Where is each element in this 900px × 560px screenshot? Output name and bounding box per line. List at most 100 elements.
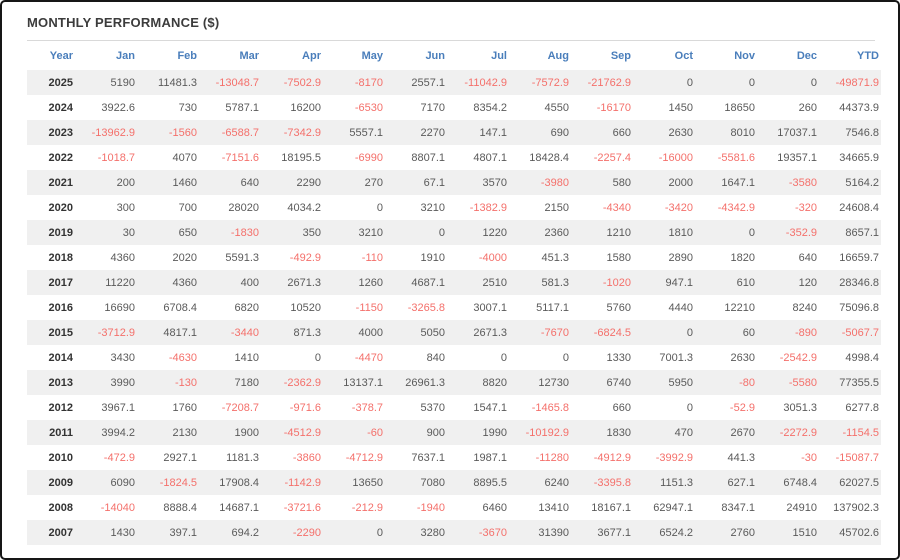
table-cell-sep: 5760: [606, 301, 631, 314]
table-cell-may: -212.9: [351, 501, 383, 514]
column-header-apr[interactable]: Apr: [302, 49, 321, 62]
column-header-mar[interactable]: Mar: [239, 49, 259, 62]
table-cell-jun: 5050: [420, 326, 445, 339]
column-header-may[interactable]: May: [361, 49, 383, 62]
table-cell-dec: -890: [794, 326, 817, 339]
table-cell-apr: 18195.5: [281, 151, 321, 164]
table-cell-mar: 7180: [234, 376, 259, 389]
table-cell-jul: 2671.3: [473, 326, 507, 339]
year-cell: 2020: [48, 201, 73, 214]
table-row-2008: 2008 -14040 8888.4 14687.1 -3721.6 -212.9 -194…: [27, 495, 881, 520]
column-header-dec[interactable]: Dec: [796, 49, 817, 62]
table-cell-nov: 627.1: [727, 476, 755, 489]
table-cell-may: -4712.9: [345, 451, 383, 464]
table-cell-oct: -3992.9: [655, 451, 693, 464]
table-cell-jan: 11220: [105, 276, 135, 289]
table-cell-feb: 4070: [172, 151, 197, 164]
table-cell-may: 5557.1: [349, 126, 383, 139]
table-cell-feb: 650: [178, 226, 197, 239]
table-cell-nov: 2760: [730, 526, 755, 539]
table-cell-ytd: 16659.7: [839, 251, 879, 264]
table-cell-mar: -1830: [230, 226, 259, 239]
table-row-2024: 2024 3922.6 730 5787.1 16200 -6530 7170 8354.2 4…: [27, 95, 881, 120]
table-cell-jan: 30: [122, 226, 135, 239]
table-cell-aug: 4550: [544, 101, 569, 114]
table-cell-dec: -3580: [788, 176, 817, 189]
year-cell: 2009: [48, 476, 73, 489]
table-cell-jan: 3922.6: [101, 101, 135, 114]
table-cell-feb: -130: [174, 376, 197, 389]
table-cell-apr: -4512.9: [283, 426, 321, 439]
table-cell-mar: 640: [240, 176, 259, 189]
table-cell-jan: 3994.2: [101, 426, 135, 439]
table-cell-mar: 5591.3: [225, 251, 259, 264]
column-header-sep[interactable]: Sep: [610, 49, 631, 62]
year-cell: 2012: [48, 401, 73, 414]
table-cell-jun: 26961.3: [405, 376, 445, 389]
table-cell-ytd: 77355.5: [839, 376, 879, 389]
column-header-oct[interactable]: Oct: [674, 49, 693, 62]
table-row-2022: 2022 -1018.7 4070 -7151.6 18195.5 -6990 8807.1…: [27, 145, 881, 170]
year-cell: 2016: [48, 301, 73, 314]
table-cell-jul: -11042.9: [464, 76, 507, 89]
table-header-row: Year Jan Feb Mar Apr May Jun Jul Aug Sep Oct Nov Dec…: [27, 41, 881, 70]
table-cell-may: -6990: [354, 151, 383, 164]
table-cell-jul: 3007.1: [473, 301, 507, 314]
table-row-2016: 2016 16690 6708.4 6820 10520 -1150 -3265.8 3007…: [27, 295, 881, 320]
table-cell-aug: 6240: [544, 476, 569, 489]
table-cell-jun: 4687.1: [411, 276, 445, 289]
table-cell-ytd: 6277.8: [845, 401, 879, 414]
column-header-jan[interactable]: Jan: [116, 49, 135, 62]
table-header: Year Jan Feb Mar Apr May Jun Jul Aug Sep Oct Nov Dec…: [27, 41, 881, 70]
column-header-ytd[interactable]: YTD: [857, 49, 879, 62]
table-cell-jul: 4807.1: [473, 151, 507, 164]
table-cell-may: 4000: [358, 326, 383, 339]
table-cell-aug: 451.3: [541, 251, 569, 264]
table-cell-jan: 3430: [110, 351, 135, 364]
table-cell-nov: -5581.6: [717, 151, 755, 164]
table-cell-sep: -6824.5: [593, 326, 631, 339]
column-header-jul[interactable]: Jul: [491, 49, 507, 62]
table-cell-dec: -2272.9: [779, 426, 817, 439]
table-cell-aug: -3980: [540, 176, 569, 189]
table-cell-aug: 2150: [544, 201, 569, 214]
table-cell-apr: 4034.2: [287, 201, 321, 214]
table-cell-aug: 12730: [538, 376, 569, 389]
table-cell-may: 0: [376, 201, 383, 214]
column-header-feb[interactable]: Feb: [177, 49, 197, 62]
table-cell-jan: 200: [116, 176, 135, 189]
table-cell-apr: 350: [302, 226, 321, 239]
year-cell: 2022: [48, 151, 73, 164]
column-header-aug[interactable]: Aug: [547, 49, 569, 62]
table-cell-oct: 470: [674, 426, 693, 439]
table-cell-jun: 7637.1: [411, 451, 445, 464]
year-cell: 2021: [48, 176, 73, 189]
table-cell-dec: 0: [810, 76, 817, 89]
table-row-2025: 2025 5190 11481.3 -13048.7 -7502.9 -8170 2557.…: [27, 70, 881, 95]
table-cell-dec: -352.9: [785, 226, 817, 239]
table-cell-dec: -320: [794, 201, 817, 214]
table-cell-ytd: 34665.9: [839, 151, 879, 164]
table-cell-nov: 1820: [730, 251, 755, 264]
table-row-2020: 2020 300 700 28020 4034.2 0 3210 -1382.9 2150 -43…: [27, 195, 881, 220]
column-header-jun[interactable]: Jun: [425, 49, 445, 62]
table-cell-may: 270: [364, 176, 383, 189]
table-cell-ytd: -5067.7: [841, 326, 879, 339]
table-cell-may: 13137.1: [343, 376, 383, 389]
table-cell-jan: -472.9: [103, 451, 135, 464]
table-cell-may: -6530: [354, 101, 383, 114]
table-cell-mar: 1900: [234, 426, 259, 439]
column-header-year[interactable]: Year: [49, 49, 73, 62]
year-cell: 2008: [48, 501, 73, 514]
table-cell-jul: -4000: [478, 251, 507, 264]
year-cell: 2018: [48, 251, 73, 264]
table-cell-mar: 28020: [228, 201, 259, 214]
table-cell-oct: 1810: [668, 226, 693, 239]
table-cell-sep: -4912.9: [593, 451, 631, 464]
table-cell-jun: 5370: [420, 401, 445, 414]
table-cell-oct: 947.1: [665, 276, 693, 289]
table-cell-may: -60: [367, 426, 383, 439]
table-cell-may: 0: [376, 526, 383, 539]
table-cell-nov: 8347.1: [721, 501, 755, 514]
column-header-nov[interactable]: Nov: [734, 49, 755, 62]
